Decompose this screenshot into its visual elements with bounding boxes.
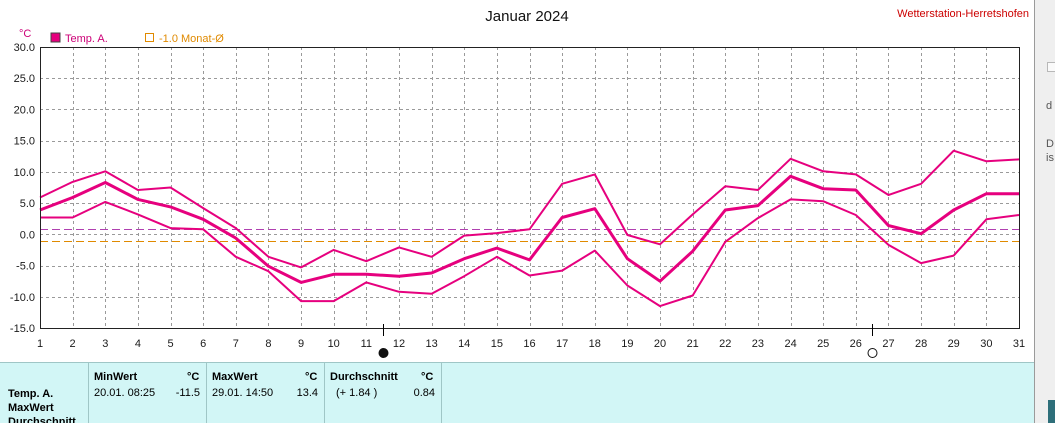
stats-row-labels: Temp. A. MaxWert Durchschnitt (8, 387, 76, 423)
x-tick-label: 27 (882, 338, 894, 350)
min-header: MinWert (94, 371, 138, 383)
min-datetime: 20.01. 08:25 (94, 387, 156, 399)
series-line-mean (39, 174, 1019, 284)
x-tick-label: 11 (361, 338, 372, 350)
y-axis-unit: °C (19, 28, 31, 40)
x-tick-label: 28 (915, 338, 927, 350)
statistics-panel: Temp. A. MaxWert Durchschnitt MinWert °C… (0, 362, 1034, 423)
x-tick-label: 22 (719, 338, 731, 350)
avg-header: Durchschnitt (330, 371, 398, 383)
x-tick-label: 15 (491, 338, 503, 350)
x-tick-label: 26 (850, 338, 862, 350)
x-tick-label: 6 (200, 338, 206, 350)
x-tick-label: 21 (687, 338, 699, 350)
max-unit: °C (305, 371, 318, 383)
row-label-temp: Temp. A. (8, 388, 54, 400)
x-tick-label: 5 (167, 338, 173, 350)
side-window-strip: d D is (1034, 0, 1055, 423)
min-unit: °C (187, 371, 200, 383)
data-series (39, 149, 1020, 308)
y-tick-label: 20.0 (14, 104, 35, 116)
max-datetime: 29.01. 14:50 (212, 387, 274, 399)
side-text-fragment: D (1046, 138, 1054, 150)
y-tick-label: 0.0 (20, 229, 35, 241)
series-line-min (40, 198, 1020, 308)
full-moon-icon (867, 348, 878, 358)
x-tick-label: 13 (425, 338, 437, 350)
x-tick-label: 31 (1013, 338, 1025, 350)
min-value: -11.5 (175, 387, 200, 399)
legend-label-temp: Temp. A. (65, 33, 108, 45)
legend: Temp. A. -1.0 Monat-Ø (50, 32, 224, 45)
x-tick-label: 29 (948, 338, 960, 350)
y-tick-label: 5.0 (20, 198, 35, 210)
row-label-max: MaxWert (8, 402, 54, 414)
x-tick-label: 18 (589, 338, 601, 350)
y-tick-label: 25.0 (14, 73, 35, 85)
x-tick-label: 19 (621, 338, 633, 350)
side-text-fragment: is (1046, 152, 1054, 164)
x-tick-label: 16 (523, 338, 535, 350)
max-header: MaxWert (212, 371, 258, 383)
x-axis-ticks: 1 2 3 4 5 6 7 8 9 10 11 12 13 14 15 16 17 18 19 20 21 22 23 24 2… (37, 338, 1025, 350)
y-axis-ticks: 30.0 25.0 20.0 15.0 10.0 5.0 0.0 -5.0 -10.0 -15.0 (10, 42, 35, 335)
min-block: MinWert °C 20.01. 08:25 -11.5 (88, 363, 206, 423)
side-text-fragment: d (1046, 100, 1053, 112)
station-name: Wetterstation-Herretshofen (897, 8, 1029, 20)
y-tick-label: -10.0 (10, 292, 35, 304)
avg-unit: °C (421, 371, 434, 383)
x-tick-label: 23 (752, 338, 764, 350)
series-line-max (39, 149, 1020, 269)
moon-phase-markers (378, 324, 878, 358)
avg-block: Durchschnitt °C (+ 1.84 ) 0.84 (324, 363, 442, 423)
x-tick-label: 14 (458, 338, 470, 350)
mini-button[interactable] (1047, 62, 1055, 72)
x-tick-label: 2 (70, 338, 76, 350)
x-tick-label: 9 (298, 338, 304, 350)
y-tick-label: -15.0 (10, 323, 35, 335)
max-block: MaxWert °C 29.01. 14:50 13.4 (206, 363, 324, 423)
x-tick-label: 25 (817, 338, 829, 350)
y-tick-label: 30.0 (14, 42, 35, 54)
row-label-avg: Durchschnitt (8, 416, 76, 423)
x-tick-label: 12 (393, 338, 405, 350)
x-tick-label: 10 (328, 338, 340, 350)
x-tick-label: 3 (102, 338, 108, 350)
x-tick-label: 7 (233, 338, 239, 350)
temperature-chart: Januar 2024 Wetterstation-Herretshofen °… (10, 8, 1029, 358)
x-tick-label: 30 (980, 338, 992, 350)
legend-label-monthly-avg: -1.0 Monat-Ø (159, 33, 224, 45)
chart-title: Januar 2024 (485, 8, 568, 25)
y-tick-label: -5.0 (16, 261, 35, 273)
y-tick-label: 10.0 (14, 167, 35, 179)
x-tick-label: 17 (556, 338, 568, 350)
avg-delta: (+ 1.84 ) (336, 387, 378, 399)
avg-value: 0.84 (413, 387, 435, 399)
plot-frame (40, 47, 1020, 329)
legend-swatch-temp (50, 32, 61, 43)
max-value: 13.4 (296, 387, 318, 399)
grid (40, 47, 1020, 329)
y-tick-label: 15.0 (14, 136, 35, 148)
legend-swatch-monthly-avg (145, 33, 154, 42)
new-moon-icon (378, 348, 389, 358)
x-tick-label: 4 (135, 338, 141, 350)
x-tick-label: 20 (654, 338, 666, 350)
x-tick-label: 8 (265, 338, 271, 350)
x-tick-label: 24 (784, 338, 796, 350)
side-scroll-block[interactable] (1048, 400, 1055, 423)
x-tick-label: 1 (37, 338, 43, 350)
